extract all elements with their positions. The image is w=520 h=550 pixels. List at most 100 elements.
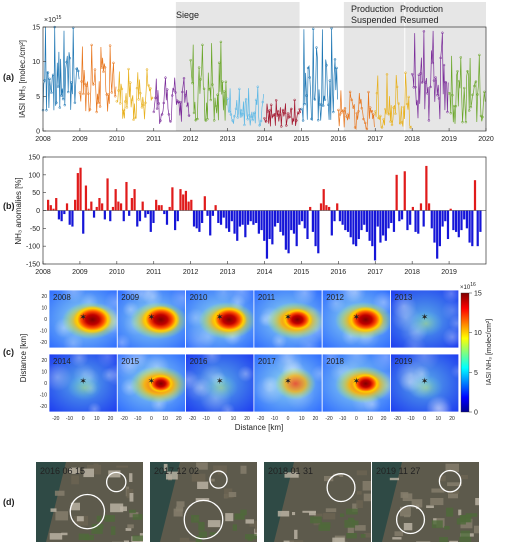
data-point [112, 61, 115, 65]
data-point [394, 112, 397, 115]
x-tick-label-c: 10 [367, 416, 373, 422]
series-points-2019 [447, 53, 486, 124]
field [446, 507, 454, 517]
building [448, 492, 458, 499]
data-point [192, 111, 196, 115]
data-point [264, 120, 268, 123]
data-point [350, 98, 354, 102]
x-tick-label-c: 0 [287, 416, 290, 422]
anomaly-bar [419, 203, 423, 211]
data-point [353, 126, 357, 129]
field [460, 530, 470, 539]
data-point [181, 90, 184, 94]
series-points-2017 [374, 71, 412, 129]
data-point [395, 85, 399, 89]
data-point [231, 119, 234, 122]
building [314, 513, 323, 517]
data-point [305, 94, 308, 97]
anomaly-bar [144, 210, 147, 218]
data-point [243, 123, 246, 127]
x-tick-label-c: -20 [257, 416, 264, 422]
panel-letter-c: (c) [3, 347, 14, 357]
plume-core [141, 305, 180, 334]
anomaly-bar [198, 210, 201, 232]
anomaly-bar [327, 206, 331, 211]
plume-halo [67, 374, 102, 401]
data-point [434, 76, 437, 79]
building [309, 511, 316, 516]
data-point [90, 43, 93, 47]
field [132, 514, 143, 520]
data-point [412, 86, 416, 89]
anomaly-bar [187, 201, 190, 211]
data-point [461, 120, 464, 124]
facility-marker: ✶ [353, 376, 361, 386]
data-point [399, 121, 402, 125]
data-point [483, 90, 486, 94]
x-tick-label-c: 20 [176, 416, 182, 422]
x-tick-label-c: -10 [134, 416, 141, 422]
map-tile-field [390, 354, 459, 412]
footprint [132, 290, 151, 303]
data-point [288, 115, 291, 119]
data-point [476, 93, 479, 96]
footprint [123, 354, 148, 371]
anomaly-bar [276, 210, 279, 223]
anomaly-bar [479, 210, 482, 232]
footprint [201, 354, 222, 366]
anomaly-bar [368, 210, 371, 241]
anomaly-bar [357, 210, 360, 240]
field [456, 518, 466, 525]
building [394, 531, 404, 537]
anomaly-bar [252, 210, 255, 225]
data-point [442, 63, 446, 67]
footprint [105, 363, 118, 386]
data-point [206, 117, 209, 121]
data-point [120, 87, 124, 91]
footprint [450, 363, 459, 379]
plume-highlight-circle [209, 470, 228, 489]
anomaly-bar [352, 210, 355, 245]
data-point [357, 110, 360, 113]
anomaly-bar [230, 210, 233, 222]
building [294, 529, 298, 539]
building [362, 481, 371, 491]
data-point [385, 73, 389, 76]
anomaly-bar [117, 201, 120, 211]
anomaly-bar [57, 210, 61, 220]
data-point [129, 81, 132, 84]
series-points-2016 [337, 90, 375, 131]
field [360, 534, 366, 538]
y-tick-label-b: -50 [30, 226, 40, 233]
photo-content [264, 462, 371, 542]
x-tick-label-a: 2009 [72, 136, 88, 143]
anomaly-bar [222, 210, 225, 218]
anomaly-bar [233, 210, 236, 234]
data-point [269, 103, 273, 107]
data-point [368, 106, 372, 109]
data-point [419, 72, 422, 75]
data-point [462, 86, 466, 90]
anomaly-bar [409, 210, 412, 225]
x-tick-label-c: -20 [121, 416, 128, 422]
data-point [417, 73, 421, 77]
photo-date: 2019 11 27 [376, 466, 420, 476]
data-point [233, 115, 236, 118]
building [302, 510, 316, 513]
anomaly-bar [300, 210, 304, 222]
data-point [464, 120, 468, 124]
data-point [340, 111, 343, 114]
anomaly-bar [49, 205, 52, 211]
anomaly-bar [92, 210, 96, 218]
map-tile: ✶ 2012 [321, 289, 391, 349]
data-point [142, 103, 145, 107]
data-point [446, 110, 449, 114]
building [392, 537, 402, 540]
anomaly-bar [228, 210, 231, 232]
y-label-b: NH₃ anomalies [%] [14, 177, 23, 244]
anomaly-bar [263, 210, 266, 241]
y-tick-label-b: 150 [28, 155, 40, 162]
anomaly-bar [165, 210, 169, 225]
x-tick-label-c: 10 [299, 416, 305, 422]
field [465, 513, 478, 517]
